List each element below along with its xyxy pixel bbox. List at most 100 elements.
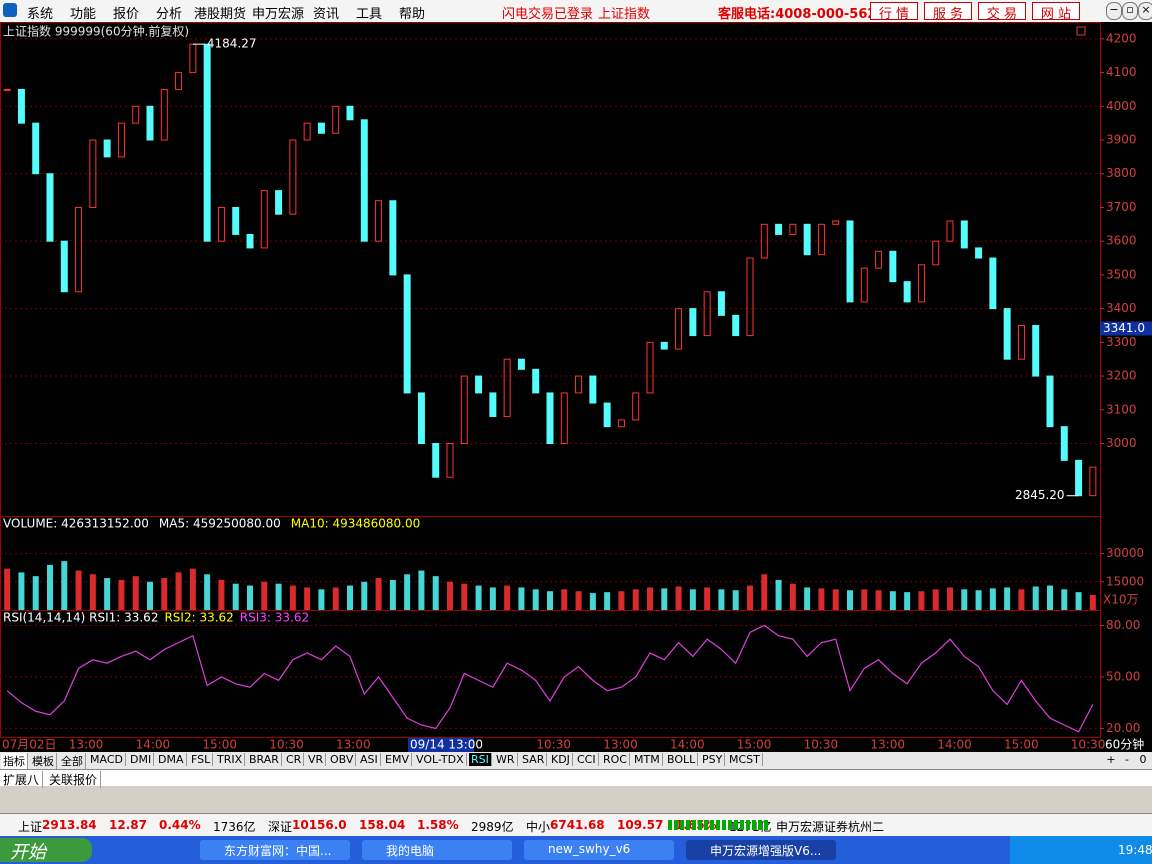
menu-item[interactable]: 资讯 <box>313 7 340 22</box>
task-window[interactable]: new_swhy_v6 <box>524 840 674 860</box>
tab-control[interactable]: - <box>1125 753 1129 766</box>
menu-button[interactable]: 服 务 <box>924 2 972 22</box>
candle <box>189 43 197 74</box>
volume-bar <box>275 583 282 610</box>
task-window[interactable]: 我的电脑 <box>362 840 512 860</box>
menu-item[interactable]: 报价 <box>113 7 140 22</box>
volume-bar <box>418 570 425 610</box>
tab[interactable]: FSL <box>189 753 214 766</box>
tab[interactable]: DMA <box>156 753 187 766</box>
candle <box>903 281 911 303</box>
tab[interactable]: RSI <box>469 753 492 766</box>
window-button[interactable]: × <box>1138 2 1152 20</box>
tab[interactable]: OBV <box>328 753 357 766</box>
tab[interactable]: DMI <box>128 753 155 766</box>
x-tick-label: 10:30 <box>269 738 304 752</box>
tab[interactable]: KDJ <box>549 753 573 766</box>
annotation: 2845.20 <box>1015 488 1065 502</box>
volume-bar <box>118 579 125 610</box>
tab[interactable]: VOL-TDX <box>414 753 467 766</box>
window-button[interactable]: − <box>1106 2 1122 20</box>
volume-bar <box>689 589 696 610</box>
volume-bar <box>547 591 553 610</box>
sub-tab-bar: 扩展八 关联报价 <box>0 770 1152 788</box>
tab[interactable]: VR <box>306 753 327 766</box>
candle <box>889 250 897 283</box>
tab[interactable]: MACD <box>88 753 126 766</box>
x-tick-label: 14:00 <box>670 738 705 752</box>
volume-bar <box>204 574 211 610</box>
menu-item[interactable]: 功能 <box>70 7 97 22</box>
volume-bar <box>618 591 625 610</box>
tab[interactable]: BOLL <box>665 753 699 766</box>
y-tick-label: 15000 <box>1106 574 1144 588</box>
status-change: 12.87 <box>109 818 147 832</box>
menu-item[interactable]: 帮助 <box>399 7 426 22</box>
tab[interactable]: SAR <box>520 753 548 766</box>
volume-bar <box>261 581 268 610</box>
x-tick-label: 13:00 <box>870 738 905 752</box>
tab-control[interactable]: 0 <box>1139 753 1147 766</box>
volume-bar <box>875 590 882 610</box>
tab[interactable]: MCST <box>727 753 763 766</box>
candle <box>689 308 697 337</box>
volume-bar <box>4 568 11 610</box>
candle <box>975 247 983 259</box>
start-button[interactable]: 开始 <box>0 838 92 863</box>
volume-bar <box>404 574 411 610</box>
candle <box>846 220 854 303</box>
menu-item[interactable]: 分析 <box>156 7 183 22</box>
tab[interactable]: BRAR <box>247 753 282 766</box>
tray <box>1010 836 1152 864</box>
sub-tab[interactable]: 关联报价 <box>49 771 102 788</box>
candle <box>275 190 283 215</box>
tab[interactable]: MTM <box>632 753 663 766</box>
candle <box>489 392 497 418</box>
tab[interactable]: 指标 <box>1 753 28 769</box>
menu-item[interactable]: 系统 <box>27 7 54 22</box>
tab[interactable]: ROC <box>601 753 630 766</box>
tab[interactable]: ASI <box>358 753 381 766</box>
tab[interactable]: CCI <box>575 753 599 766</box>
tab[interactable]: 全部 <box>59 753 86 769</box>
tab[interactable]: TRIX <box>215 753 246 766</box>
tab[interactable]: WR <box>494 753 518 766</box>
volume-bar <box>604 592 611 610</box>
menu-item[interactable]: 港股期货 <box>194 7 247 22</box>
volume-bar <box>947 587 953 610</box>
tab[interactable]: PSY <box>700 753 726 766</box>
status-broker: 申万宏源证券杭州二 <box>776 820 885 834</box>
candle <box>403 274 411 394</box>
volume-bar <box>432 576 439 610</box>
task-window[interactable]: 申万宏源增强版V6... <box>686 840 836 860</box>
candle <box>146 105 154 141</box>
volume-bar <box>675 586 682 610</box>
volume-bar <box>75 570 82 610</box>
candle <box>675 308 683 350</box>
window-button[interactable]: ▫ <box>1122 2 1138 20</box>
tab[interactable]: CR <box>284 753 305 766</box>
y-tick-label: 4000 <box>1106 99 1137 113</box>
y-tick-label: 3900 <box>1106 133 1137 147</box>
status-change: 158.04 <box>359 818 406 832</box>
volume-bar <box>889 591 896 610</box>
candle <box>475 375 483 394</box>
y-tick-label: 3300 <box>1106 335 1137 349</box>
candle <box>1060 426 1068 461</box>
menu-button[interactable]: 交 易 <box>978 2 1026 22</box>
volume-bar <box>632 589 639 610</box>
menu-item[interactable]: 工具 <box>356 7 383 22</box>
menu-item[interactable]: 申万宏源 <box>252 7 305 22</box>
tab[interactable]: 模板 <box>30 753 57 769</box>
status-name: 深证 <box>268 820 293 834</box>
candle <box>1046 375 1054 428</box>
task-window[interactable]: 东方财富网：中国... <box>200 840 350 860</box>
tab[interactable]: EMV <box>383 753 412 766</box>
menu-button[interactable]: 行 情 <box>870 2 918 22</box>
status-value: 6741.68 <box>550 818 605 832</box>
tab-control[interactable]: + <box>1106 753 1116 766</box>
menu-button[interactable]: 网 站 <box>1032 2 1080 22</box>
chart-title: 上证指数 999999(60分钟.前复权) <box>3 24 189 39</box>
sub-tab[interactable]: 扩展八 <box>3 771 44 788</box>
y-tick-label: 50.00 <box>1106 669 1140 683</box>
